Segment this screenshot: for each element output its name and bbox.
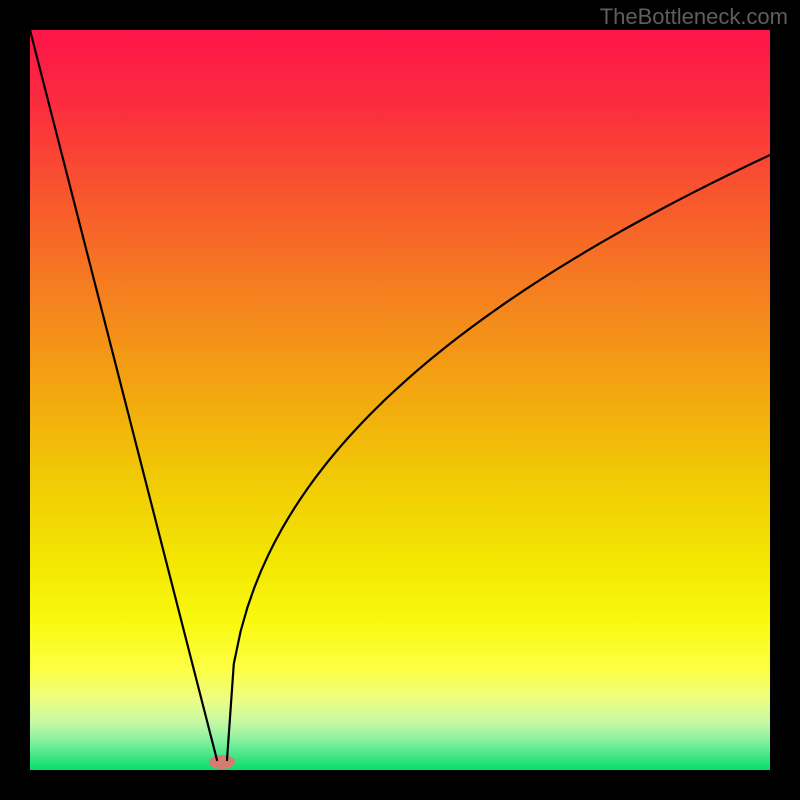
bottleneck-chart xyxy=(0,0,800,800)
watermark-text: TheBottleneck.com xyxy=(600,4,788,30)
plot-area xyxy=(30,30,770,770)
curve-minimum-marker xyxy=(209,755,235,769)
chart-container: TheBottleneck.com xyxy=(0,0,800,800)
